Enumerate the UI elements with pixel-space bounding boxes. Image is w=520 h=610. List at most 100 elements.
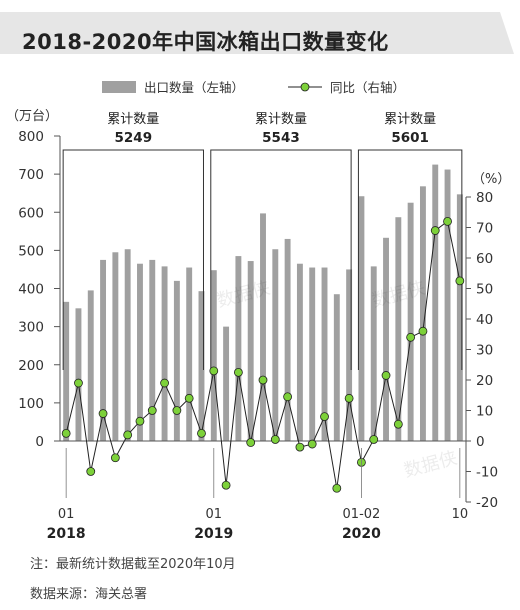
right-tick-label: 30 (476, 343, 493, 359)
yoy-point (344, 393, 354, 403)
left-tick-label: 200 (18, 358, 44, 374)
annotation-bracket (62, 149, 204, 370)
yoy-point (369, 435, 379, 444)
yoy-point (246, 438, 256, 447)
yoy-point (320, 412, 329, 422)
yoy-point (98, 409, 108, 418)
bar-export-volume (419, 186, 426, 441)
annotation-label: 累计数量 (384, 112, 436, 127)
legend-line-marker (300, 82, 310, 92)
yoy-point (135, 416, 145, 426)
bar-export-volume (284, 238, 291, 441)
yoy-point (393, 419, 403, 429)
bar-export-volume (161, 266, 168, 441)
yoy-point (172, 406, 182, 415)
bar-export-volume (383, 237, 389, 441)
right-tick-label: -20 (476, 495, 498, 511)
bar-export-volume (63, 301, 70, 441)
right-tick-label: 10 (476, 404, 493, 420)
yoy-point (110, 453, 120, 463)
yoy-point (123, 430, 133, 440)
yoy-point (418, 326, 428, 336)
bar-export-volume (296, 263, 303, 441)
chart-plot: 出口数量（左轴） 同比（右轴）（万台）（%）0100200300400500600… (6, 80, 510, 542)
yoy-point (74, 378, 83, 388)
bar-export-volume (87, 290, 94, 441)
yoy-point (283, 392, 293, 402)
annotation-bracket (210, 149, 352, 370)
right-tick-label: -10 (476, 465, 498, 481)
right-tick-label: 40 (476, 312, 493, 328)
yoy-point (258, 375, 268, 385)
bar-export-volume (112, 252, 119, 441)
left-tick-label: 100 (18, 396, 44, 412)
bar-export-volume (75, 308, 82, 441)
bar-export-volume (210, 270, 217, 441)
yoy-point (455, 276, 465, 286)
year-label: 2018 (47, 526, 86, 542)
bar-export-volume (272, 249, 279, 441)
yoy-point (332, 483, 342, 493)
right-tick-label: 80 (476, 190, 493, 206)
annotation-value: 5601 (391, 130, 429, 146)
right-tick-label: 50 (476, 282, 493, 298)
bar-export-volume (260, 213, 266, 441)
annotation-value: 5543 (262, 130, 300, 146)
bar-export-volume (186, 267, 193, 441)
left-tick-label: 0 (35, 434, 44, 450)
yoy-point (86, 467, 96, 476)
year-label: 2019 (194, 526, 233, 542)
annotation-label: 累计数量 (255, 112, 307, 127)
bar-export-volume (346, 269, 353, 441)
bar-export-volume (223, 326, 230, 441)
left-tick-label: 700 (18, 167, 44, 183)
footnote: 注：最新统计数据截至2020年10月 (30, 557, 236, 572)
bar-export-volume (309, 267, 316, 441)
bar-export-volume (321, 267, 328, 441)
year-label: 2020 (342, 526, 381, 542)
x-tick-label: 10 (452, 507, 469, 522)
title-bar (0, 12, 514, 54)
bar-export-volume (149, 259, 156, 441)
x-tick-label: 01 (206, 507, 223, 522)
bar-export-volume (407, 202, 414, 441)
annotation-label: 累计数量 (107, 112, 159, 127)
annotation-bracket (357, 149, 463, 370)
yoy-point (381, 371, 391, 380)
yoy-point (406, 332, 416, 342)
legend-line-label: 同比（右轴） (330, 80, 405, 95)
yoy-point (184, 393, 194, 403)
bar-export-volume (358, 196, 365, 441)
left-axis-unit: （万台） (6, 109, 58, 124)
x-tick-label: 01-02 (343, 507, 381, 522)
yoy-point (270, 435, 280, 444)
left-tick-label: 500 (18, 243, 44, 259)
bar-export-volume (137, 263, 143, 441)
bar-export-volume (395, 217, 402, 441)
yoy-point (221, 480, 231, 490)
chart-title: 2018-2020年中国冰箱出口数量变化 (22, 30, 389, 54)
legend-bar-label: 出口数量（左轴） (144, 80, 244, 95)
bar-export-volume (247, 261, 254, 441)
yoy-point (160, 378, 169, 388)
yoy-point (209, 366, 219, 376)
yoy-point (197, 428, 206, 438)
right-tick-label: 0 (476, 434, 485, 450)
bar-export-volume (432, 164, 439, 441)
left-tick-label: 600 (18, 205, 44, 221)
data-source: 数据来源：海关总署 (30, 587, 148, 602)
bar-export-volume (124, 249, 131, 441)
title-background (0, 12, 514, 54)
yoy-point (61, 428, 71, 438)
right-tick-label: 60 (476, 251, 493, 267)
left-tick-label: 300 (18, 320, 44, 336)
bar-export-volume (333, 294, 340, 441)
yoy-point (307, 439, 317, 449)
left-tick-label: 800 (18, 129, 44, 145)
bar-export-volume (173, 280, 180, 441)
yoy-point (147, 406, 157, 415)
yoy-point (233, 367, 243, 377)
left-tick-label: 400 (18, 282, 44, 298)
yoy-point (430, 226, 440, 235)
